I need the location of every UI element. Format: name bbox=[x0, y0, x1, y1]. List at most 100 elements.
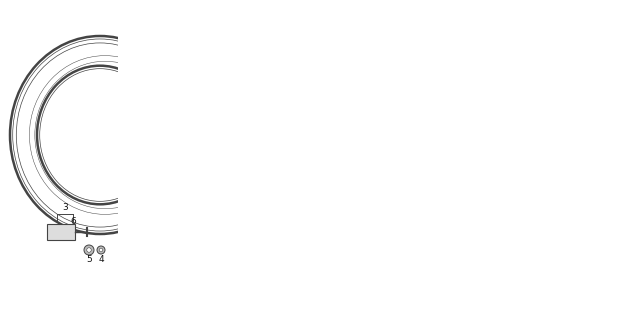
Ellipse shape bbox=[214, 125, 226, 131]
Polygon shape bbox=[347, 239, 383, 283]
Polygon shape bbox=[193, 133, 214, 147]
Text: 5: 5 bbox=[86, 255, 92, 265]
Polygon shape bbox=[458, 275, 467, 285]
Text: 10: 10 bbox=[622, 226, 634, 235]
Text: 10: 10 bbox=[325, 255, 337, 265]
Polygon shape bbox=[504, 54, 526, 104]
Text: 7: 7 bbox=[243, 143, 249, 153]
Text: 25: 25 bbox=[180, 142, 191, 151]
Circle shape bbox=[308, 160, 318, 170]
FancyBboxPatch shape bbox=[478, 43, 494, 53]
Circle shape bbox=[605, 250, 611, 254]
Ellipse shape bbox=[556, 218, 574, 237]
Circle shape bbox=[605, 228, 611, 232]
Circle shape bbox=[615, 253, 625, 263]
Text: 2: 2 bbox=[142, 124, 148, 132]
Circle shape bbox=[603, 135, 613, 145]
Polygon shape bbox=[397, 239, 433, 283]
Polygon shape bbox=[226, 133, 247, 147]
Polygon shape bbox=[537, 95, 584, 126]
Text: 7: 7 bbox=[386, 143, 392, 153]
Text: 8: 8 bbox=[293, 148, 299, 156]
Circle shape bbox=[99, 248, 103, 252]
Bar bbox=[47, 224, 75, 240]
Circle shape bbox=[615, 170, 625, 180]
Circle shape bbox=[311, 163, 316, 167]
FancyBboxPatch shape bbox=[265, 147, 281, 157]
Polygon shape bbox=[329, 201, 376, 225]
Polygon shape bbox=[616, 273, 625, 283]
Circle shape bbox=[311, 183, 316, 187]
FancyBboxPatch shape bbox=[405, 147, 421, 157]
Polygon shape bbox=[404, 201, 451, 225]
FancyBboxPatch shape bbox=[478, 147, 494, 157]
Ellipse shape bbox=[504, 119, 525, 141]
Text: 6: 6 bbox=[70, 218, 76, 227]
Text: 13: 13 bbox=[152, 223, 164, 233]
Polygon shape bbox=[526, 149, 564, 198]
Text: 9: 9 bbox=[325, 276, 331, 284]
Text: 4: 4 bbox=[98, 255, 104, 265]
Polygon shape bbox=[268, 239, 303, 283]
Polygon shape bbox=[232, 118, 258, 127]
Text: TZ34B1801A: TZ34B1801A bbox=[584, 303, 630, 312]
Polygon shape bbox=[182, 118, 208, 127]
Text: 10: 10 bbox=[634, 253, 640, 262]
FancyBboxPatch shape bbox=[265, 37, 281, 47]
Polygon shape bbox=[523, 244, 556, 285]
Polygon shape bbox=[604, 157, 612, 167]
Text: 10: 10 bbox=[474, 255, 486, 265]
Circle shape bbox=[605, 138, 611, 142]
Polygon shape bbox=[274, 201, 321, 225]
Polygon shape bbox=[616, 195, 625, 205]
Polygon shape bbox=[214, 107, 226, 121]
Circle shape bbox=[460, 258, 464, 262]
Text: 7: 7 bbox=[464, 143, 470, 153]
Circle shape bbox=[383, 221, 397, 235]
Polygon shape bbox=[381, 166, 399, 212]
Polygon shape bbox=[217, 239, 253, 283]
Circle shape bbox=[87, 248, 92, 252]
Circle shape bbox=[618, 256, 622, 260]
Ellipse shape bbox=[225, 31, 235, 38]
Text: 7: 7 bbox=[248, 30, 253, 39]
Circle shape bbox=[618, 276, 622, 280]
Ellipse shape bbox=[363, 145, 373, 151]
Circle shape bbox=[618, 173, 622, 177]
Polygon shape bbox=[308, 275, 317, 285]
Text: 8: 8 bbox=[506, 148, 512, 156]
Polygon shape bbox=[252, 166, 269, 212]
Text: 9: 9 bbox=[325, 180, 331, 189]
Circle shape bbox=[618, 198, 622, 202]
Text: 1: 1 bbox=[291, 223, 296, 233]
Circle shape bbox=[460, 278, 464, 282]
Text: 8: 8 bbox=[293, 37, 299, 46]
Ellipse shape bbox=[220, 145, 230, 151]
Ellipse shape bbox=[441, 145, 451, 151]
Circle shape bbox=[308, 255, 318, 265]
Text: 9: 9 bbox=[622, 247, 628, 257]
Text: 9: 9 bbox=[634, 274, 640, 283]
Polygon shape bbox=[199, 201, 246, 225]
Polygon shape bbox=[575, 244, 607, 285]
Circle shape bbox=[603, 225, 613, 235]
Circle shape bbox=[253, 221, 268, 235]
Polygon shape bbox=[604, 247, 612, 257]
Text: 9: 9 bbox=[474, 276, 480, 284]
Circle shape bbox=[311, 258, 316, 262]
Text: 9: 9 bbox=[622, 157, 628, 166]
Text: 3: 3 bbox=[62, 204, 68, 212]
Polygon shape bbox=[506, 199, 547, 225]
Circle shape bbox=[457, 255, 467, 265]
Polygon shape bbox=[445, 95, 493, 126]
Text: 11: 11 bbox=[623, 106, 634, 115]
Polygon shape bbox=[584, 199, 624, 225]
Text: 7: 7 bbox=[448, 37, 454, 46]
Ellipse shape bbox=[425, 38, 435, 45]
Polygon shape bbox=[308, 180, 317, 190]
Text: 8: 8 bbox=[433, 148, 439, 156]
Text: 10: 10 bbox=[325, 161, 337, 170]
Text: 10: 10 bbox=[634, 171, 640, 180]
Polygon shape bbox=[465, 149, 504, 198]
Polygon shape bbox=[556, 164, 574, 206]
